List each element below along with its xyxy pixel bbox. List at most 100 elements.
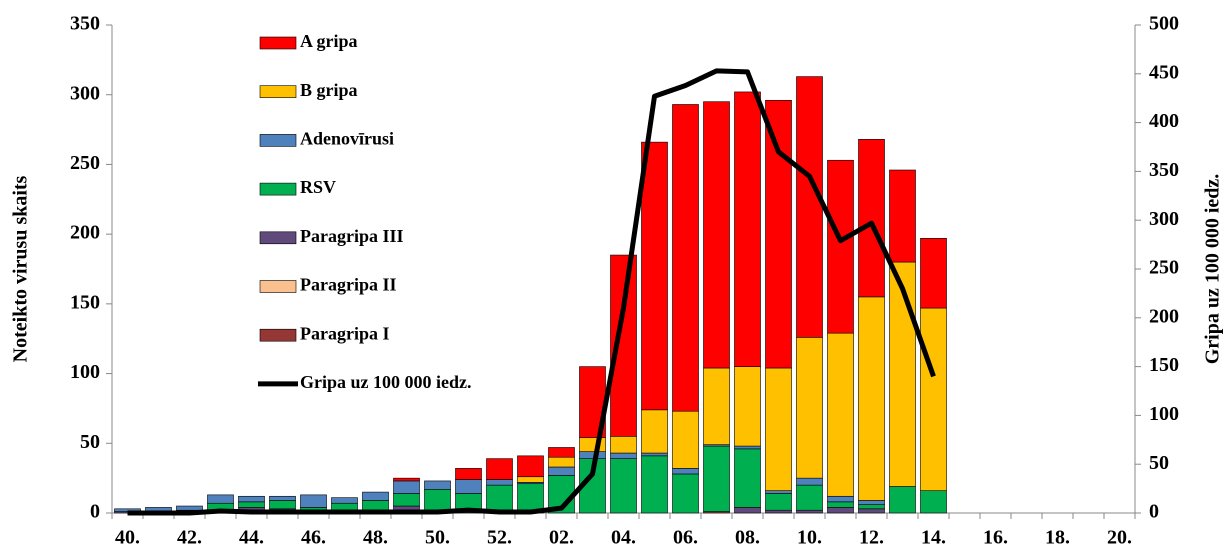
bar-segment (796, 76, 823, 338)
legend-swatch (259, 85, 297, 98)
y-tick-label: 150 (70, 291, 100, 313)
y2-tick-label: 150 (1149, 354, 1179, 376)
bar-segment (331, 502, 358, 511)
bar-segment (827, 507, 854, 514)
bar-segment (765, 509, 792, 514)
bar-segment (796, 509, 823, 514)
legend-swatch (259, 182, 297, 196)
bar-segment (920, 490, 947, 514)
bar-segment (858, 296, 885, 501)
bar-segment (641, 455, 668, 514)
x-tick-label: 40. (115, 527, 140, 549)
bar-segment (734, 91, 761, 367)
x-tick-label: 04. (611, 527, 636, 549)
x-tick-label: 18. (1045, 527, 1070, 549)
y-tick-label: 100 (70, 361, 100, 383)
y2-tick-label: 500 (1149, 13, 1179, 35)
y2-tick-label: 250 (1149, 257, 1179, 279)
x-tick-label: 44. (239, 527, 264, 549)
bar-segment (889, 261, 916, 487)
bar-segment (207, 494, 234, 504)
legend-label: A gripa (300, 31, 358, 51)
bar-segment (486, 484, 513, 514)
y-tick-label: 250 (70, 152, 100, 174)
x-tick-label: 12. (859, 527, 884, 549)
bar-segment (827, 501, 854, 508)
bar-segment (641, 141, 668, 411)
bar-segment (641, 452, 668, 457)
x-tick-label: 10. (797, 527, 822, 549)
bar-segment (641, 409, 668, 454)
x-tick-label: 02. (549, 527, 574, 549)
bar-segment (672, 410, 699, 469)
y2-tick-label: 200 (1149, 305, 1179, 327)
y2-tick-label: 50 (1149, 452, 1169, 474)
bar-segment (672, 104, 699, 412)
bar-segment (393, 477, 420, 482)
bar-segment (765, 367, 792, 491)
bar-segment (858, 500, 885, 505)
bar-segment (300, 494, 327, 508)
bar-segment (548, 456, 575, 468)
x-tick-label: 08. (735, 527, 760, 549)
bar-segment (331, 497, 358, 504)
bar-segment (703, 445, 730, 512)
bar-segment (858, 504, 885, 510)
bar-segment (486, 479, 513, 486)
bar-segment (920, 238, 947, 309)
bar-segment (269, 495, 296, 501)
bar-segment (920, 307, 947, 491)
bar-segment (672, 468, 699, 475)
bar-segment (238, 501, 265, 508)
y-tick-label: 300 (70, 82, 100, 104)
bar-segment (548, 447, 575, 458)
legend-label: Paragripa III (300, 226, 404, 246)
bar-segment (269, 500, 296, 510)
x-tick-label: 52. (487, 527, 512, 549)
bar-segment (176, 505, 203, 511)
bar-segment (827, 159, 854, 334)
legend-swatch (259, 328, 297, 342)
x-tick-label: 48. (363, 527, 388, 549)
bar-segment (796, 337, 823, 479)
bar-segment (765, 99, 792, 369)
legend-label: RSV (300, 177, 336, 197)
y-axis-title: Noteikto virusu skaits (10, 175, 32, 362)
bar-segment (827, 495, 854, 503)
bar-segment (393, 493, 420, 507)
bar-segment (858, 508, 885, 514)
legend-swatch (259, 231, 297, 245)
y2-tick-label: 0 (1149, 501, 1159, 523)
bar-segment (610, 452, 637, 459)
y2-tick-label: 350 (1149, 159, 1179, 181)
bar-segment (517, 455, 544, 478)
bar-segment (455, 479, 482, 494)
bar-segment (827, 332, 854, 497)
bar-segment (517, 476, 544, 483)
bar-segment (424, 488, 451, 512)
bar-segment (672, 473, 699, 514)
bar-segment (424, 480, 451, 490)
bar-segment (610, 458, 637, 514)
bar-segment (703, 367, 730, 445)
y-tick-label: 0 (90, 501, 100, 523)
y2-tick-label: 300 (1149, 208, 1179, 230)
y2-tick-label: 100 (1149, 403, 1179, 425)
bar-segment (393, 480, 420, 494)
y2-axis-title: Gripa uz 100 000 iedz. (1202, 174, 1224, 365)
bar-segment (796, 484, 823, 511)
x-tick-label: 46. (301, 527, 326, 549)
legend-swatch (259, 36, 297, 50)
legend-label: Paragripa II (300, 275, 397, 295)
bar-segment (455, 468, 482, 480)
x-tick-label: 16. (983, 527, 1008, 549)
x-tick-label: 50. (425, 527, 450, 549)
bar-segment (734, 445, 761, 450)
bar-segment (734, 507, 761, 514)
x-tick-label: 20. (1107, 527, 1132, 549)
legend-swatch (259, 134, 297, 147)
bar-segment (858, 139, 885, 298)
bar-segment (548, 466, 575, 476)
bar-segment (517, 483, 544, 514)
